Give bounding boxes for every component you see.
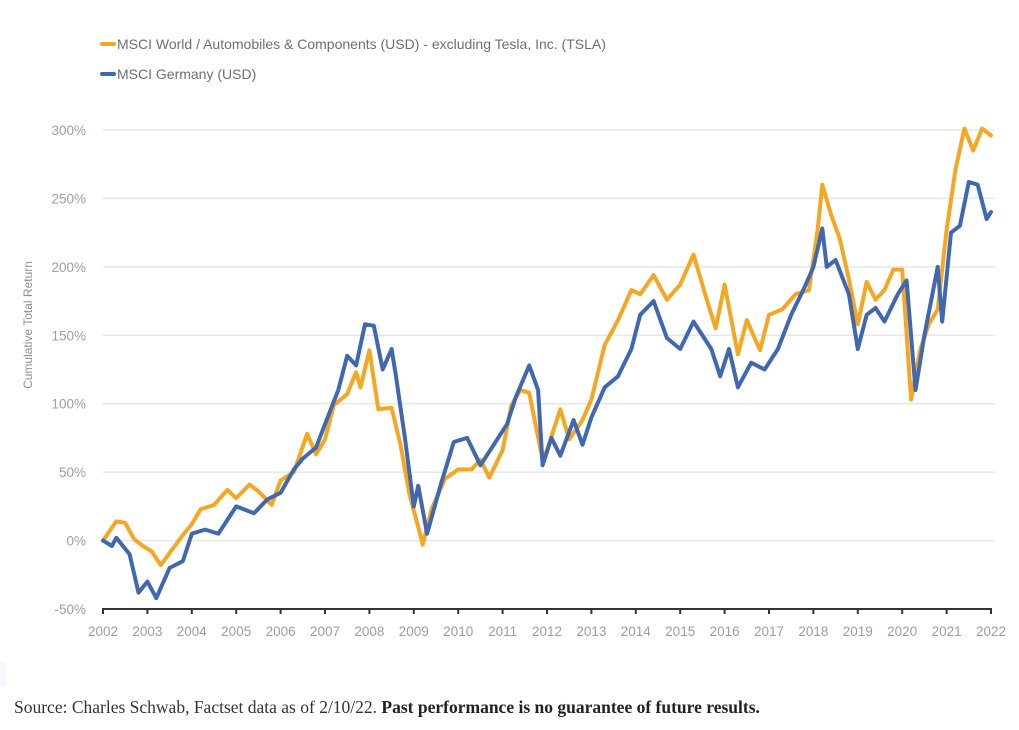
y-tick-label: -50% <box>54 602 86 617</box>
legend-item-germany: MSCI Germany (USD) <box>100 64 606 84</box>
legend-label-world-autos: MSCI World / Automobiles & Components (U… <box>117 36 606 52</box>
x-tick-label: 2015 <box>665 624 695 639</box>
series-line-1 <box>101 180 993 601</box>
x-tick-label: 2012 <box>532 624 562 639</box>
x-tick-label: 2022 <box>976 624 1006 639</box>
x-tick-label: 2010 <box>443 624 473 639</box>
x-tick-label: 2008 <box>354 624 384 639</box>
disclaimer-text: Past performance is no guarantee of futu… <box>381 697 760 717</box>
chart-legend: MSCI World / Automobiles & Components (U… <box>100 34 606 94</box>
y-tick-label: 0% <box>66 534 86 549</box>
x-tick-label: 2003 <box>132 624 162 639</box>
y-tick-label: 300% <box>51 123 86 138</box>
line-chart: 300%250%200%150%100%50%0%-50% 2002 2003 20… <box>51 123 1006 639</box>
x-tick-label: 2019 <box>843 624 873 639</box>
x-axis: 2002 2003 2004 2005 2006 2007 2008 2009 2010 2011… <box>88 608 1006 639</box>
x-tick-label: 2016 <box>710 624 740 639</box>
x-tick-label: 2002 <box>88 624 118 639</box>
legend-swatch-germany <box>100 72 116 76</box>
y-tick-label: 100% <box>51 397 86 412</box>
grid-lines <box>103 129 995 542</box>
y-axis-ticks: 300% 250% 200% 150% 100% 50% 0% -50% <box>51 123 86 617</box>
legend-label-germany: MSCI Germany (USD) <box>117 66 257 82</box>
x-tick-label: 2011 <box>488 624 517 639</box>
source-caption: Source: Charles Schwab, Factset data as … <box>14 697 760 718</box>
y-tick-label: 200% <box>51 260 86 275</box>
y-tick-label: 50% <box>59 465 86 480</box>
x-tick-label: 2014 <box>621 624 652 639</box>
x-tick-label: 2007 <box>310 624 340 639</box>
x-tick-label: 2020 <box>887 624 917 639</box>
legend-swatch-world-autos <box>100 42 116 46</box>
x-tick-label: 2018 <box>798 624 828 639</box>
source-text: Source: Charles Schwab, Factset data as … <box>14 697 382 717</box>
x-tick-label: 2013 <box>576 624 606 639</box>
x-tick-label: 2005 <box>221 624 251 639</box>
series-lines <box>101 126 993 601</box>
x-tick-label: 2009 <box>399 624 429 639</box>
x-tick-label: 2004 <box>177 624 208 639</box>
legend-item-world-autos: MSCI World / Automobiles & Components (U… <box>100 34 606 54</box>
y-tick-label: 150% <box>51 328 86 343</box>
x-tick-label: 2021 <box>932 624 962 639</box>
y-tick-label: 250% <box>51 191 86 206</box>
x-tick-label: 2017 <box>754 624 784 639</box>
x-tick-label: 2006 <box>266 624 296 639</box>
decorative-strip <box>0 662 6 686</box>
